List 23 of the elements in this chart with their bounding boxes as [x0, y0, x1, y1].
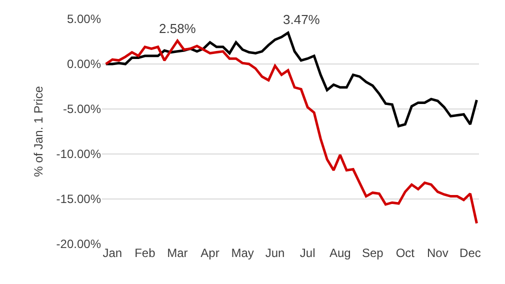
x-tick-label: May [231, 246, 254, 260]
y-tick-label: -10.00% [56, 147, 102, 162]
x-tick-label: Jul [300, 246, 316, 260]
y-tick-label: -5.00% [62, 102, 102, 116]
x-tick-label: Feb [134, 246, 156, 260]
x-tick-label: Apr [200, 246, 220, 260]
x-tick-label: Nov [427, 246, 448, 260]
line-series [104, 40, 478, 225]
x-tick-label: Dec [460, 246, 481, 260]
line-series [104, 32, 478, 128]
y-axis-title: % of Jan. 1 Price [32, 86, 46, 177]
x-tick-label: Sep [362, 246, 384, 260]
y-tick-label: 0.00% [66, 57, 102, 72]
x-tick-label: Jun [265, 246, 285, 260]
x-tick-label: Jan [102, 246, 122, 260]
y-tick-label: -15.00% [56, 192, 102, 206]
x-tick-label: Mar [167, 246, 188, 260]
y-tick-label: -20.00% [56, 237, 102, 252]
x-tick-label: Oct [396, 246, 416, 260]
annotation: 3.47% [283, 12, 320, 27]
x-tick-label: Aug [329, 246, 351, 260]
y-tick-label: 5.00% [66, 12, 102, 26]
annotation: 2.58% [159, 21, 196, 36]
